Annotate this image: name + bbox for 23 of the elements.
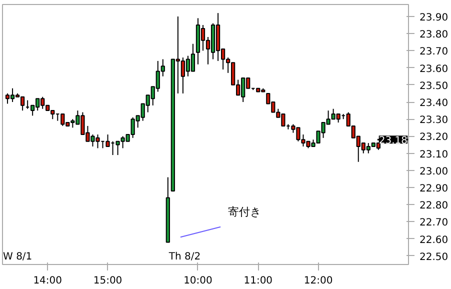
y-tick-label: 23.80 [420, 30, 448, 41]
y-tick-label: 22.90 [420, 184, 448, 195]
annotation: Th 8/2 [168, 252, 201, 262]
x-tick-label: 11:00 [244, 276, 273, 286]
y-tick-label: 23.60 [420, 64, 448, 75]
y-tick-label: 23.30 [420, 115, 448, 126]
x-tick-label: 14:00 [33, 276, 62, 286]
annotation: W 8/1 [3, 252, 32, 262]
y-tick-label: 22.50 [420, 252, 448, 263]
y-tick-label: 22.60 [420, 234, 448, 246]
y-tick-label: 22.80 [420, 200, 448, 212]
y-tick-label: 23.70 [420, 46, 448, 58]
x-tick-label: 15:00 [93, 276, 122, 286]
x-tick-label: 12:00 [304, 276, 333, 286]
y-tick-label: 23.50 [420, 80, 448, 92]
y-tick-label: 23.40 [420, 98, 448, 109]
y-tick-label: 22.70 [420, 218, 448, 229]
annotation: 寄付き [228, 205, 262, 218]
y-tick-label: 23.20 [420, 132, 448, 144]
x-tick-label: 10:00 [184, 276, 212, 286]
y-tick-label: 23.00 [420, 166, 448, 178]
y-tick-label: 23.90 [420, 12, 448, 24]
y-tick-label: 23.10 [420, 149, 448, 160]
